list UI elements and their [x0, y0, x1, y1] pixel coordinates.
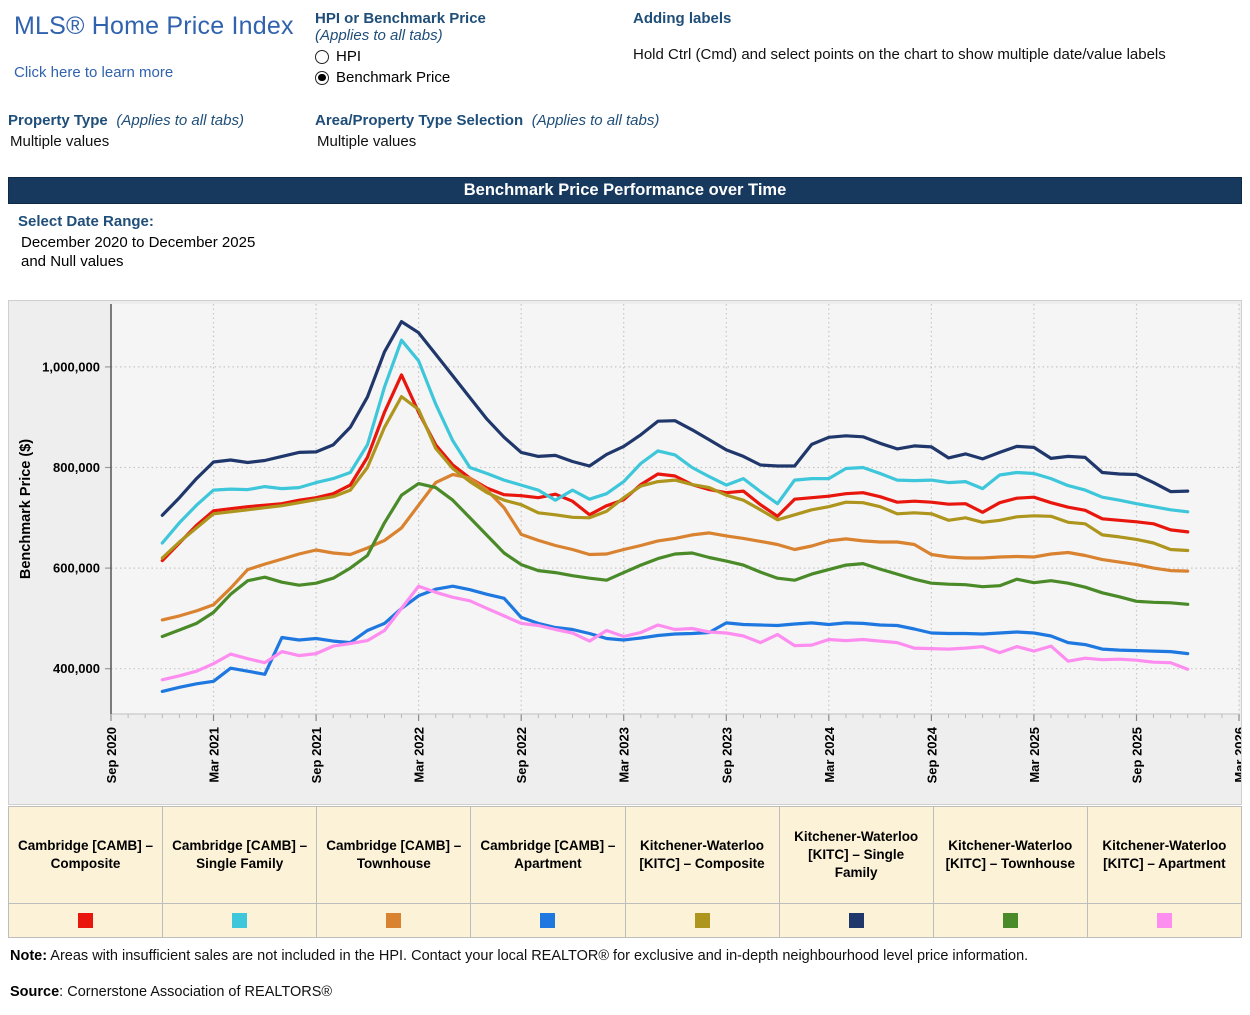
page-title: MLS® Home Price Index — [14, 12, 294, 40]
legend-item-camb-composite[interactable]: Cambridge [CAMB] – Composite — [9, 807, 164, 904]
radio-option-benchmark-price[interactable]: Benchmark Price — [315, 69, 486, 86]
svg-text:Mar 2023: Mar 2023 — [617, 727, 632, 783]
radio-option-hpi[interactable]: HPI — [315, 48, 486, 65]
legend-item-camb-apartment[interactable]: Cambridge [CAMB] – Apartment — [471, 807, 626, 904]
measure-selector-sublabel: (Applies to all tabs) — [315, 27, 443, 44]
learn-more-link[interactable]: Click here to learn more — [14, 64, 174, 81]
date-range-label: Select Date Range: — [18, 213, 154, 230]
legend-swatch-kitc-townhouse[interactable] — [1002, 913, 1018, 928]
price-chart-svg[interactable]: 400,000 600,000 800,000 1,000,000 Sep 2020 Ma… — [9, 301, 1241, 804]
svg-text:Sep 2022: Sep 2022 — [514, 727, 529, 783]
source-label: Source — [10, 984, 60, 1000]
svg-text:Sep 2023: Sep 2023 — [719, 727, 734, 783]
svg-text:Mar 2026: Mar 2026 — [1232, 727, 1241, 783]
section-banner: Benchmark Price Performance over Time — [8, 177, 1242, 204]
legend-swatch-camb-composite[interactable] — [78, 913, 94, 928]
svg-text:Sep 2021: Sep 2021 — [309, 727, 324, 783]
legend-swatch-camb-townhouse[interactable] — [386, 913, 402, 928]
note-text: Note: Areas with insufficient sales are … — [10, 948, 1029, 964]
adding-labels-section: Adding labels — [633, 10, 731, 27]
legend-swatch-kitc-apartment[interactable] — [1156, 913, 1172, 928]
area-property-type-value: Multiple values — [317, 133, 417, 150]
svg-text:600,000: 600,000 — [53, 561, 100, 576]
svg-text:Mar 2024: Mar 2024 — [822, 726, 837, 782]
radio-label-benchmark-price: Benchmark Price — [336, 69, 451, 86]
property-type-value: Multiple values — [10, 133, 110, 150]
legend-swatch-kitc-composite[interactable] — [694, 913, 710, 928]
legend-item-kitc-townhouse[interactable]: Kitchener-Waterloo [KITC] – Townhouse — [933, 807, 1088, 904]
svg-text:Sep 2020: Sep 2020 — [104, 727, 119, 783]
svg-text:400,000: 400,000 — [53, 661, 100, 676]
legend-item-kitc-single-family[interactable]: Kitchener-Waterloo [KITC] – Single Famil… — [779, 807, 934, 904]
area-property-type-filter: Area/Property Type Selection (Applies to… — [315, 112, 660, 150]
measure-selector-label: HPI or Benchmark Price — [315, 10, 486, 27]
svg-text:Mar 2022: Mar 2022 — [412, 727, 427, 783]
date-range-null-values: and Null values — [21, 253, 124, 270]
svg-text:Sep 2024: Sep 2024 — [924, 726, 939, 783]
radio-icon-hpi[interactable] — [315, 49, 329, 64]
svg-text:800,000: 800,000 — [53, 460, 100, 475]
source-text: Source: Cornerstone Association of REALT… — [10, 984, 333, 1000]
legend-swatch-camb-apartment[interactable] — [540, 913, 556, 928]
radio-label-hpi: HPI — [336, 48, 362, 65]
section-banner-title: Benchmark Price Performance over Time — [463, 181, 787, 199]
legend-item-camb-single-family[interactable]: Cambridge [CAMB] – Single Family — [163, 807, 318, 904]
legend-swatch-camb-single-family[interactable] — [232, 913, 248, 928]
legend-swatch-kitc-single-family[interactable] — [848, 913, 864, 928]
legend-item-kitc-apartment[interactable]: Kitchener-Waterloo [KITC] – Apartment — [1087, 807, 1242, 904]
note-label: Note: — [10, 948, 48, 964]
radio-icon-benchmark-price[interactable] — [315, 70, 329, 85]
svg-text:Sep 2025: Sep 2025 — [1130, 727, 1145, 783]
svg-text:Benchmark Price ($): Benchmark Price ($) — [18, 439, 34, 579]
property-type-filter: Property Type (Applies to all tabs) Mult… — [8, 112, 244, 150]
series-legend-table: Cambridge [CAMB] – Composite Cambridge [… — [8, 806, 1242, 938]
svg-text:Mar 2025: Mar 2025 — [1027, 727, 1042, 783]
benchmark-price-chart[interactable]: 400,000 600,000 800,000 1,000,000 Sep 2020 Ma… — [8, 300, 1242, 805]
legend-item-kitc-composite[interactable]: Kitchener-Waterloo [KITC] – Composite — [625, 807, 780, 904]
adding-labels-title: Adding labels — [633, 10, 732, 27]
date-range-value: December 2020 to December 2025 — [21, 234, 256, 251]
area-property-type-label: Area/Property Type Selection — [315, 112, 524, 129]
svg-text:Mar 2021: Mar 2021 — [207, 727, 222, 783]
adding-labels-instruction: Hold Ctrl (Cmd) and select points on the… — [633, 46, 1166, 63]
measure-selector: HPI or Benchmark Price (Applies to all t… — [315, 10, 486, 86]
legend-item-camb-townhouse[interactable]: Cambridge [CAMB] – Townhouse — [317, 807, 472, 904]
svg-text:1,000,000: 1,000,000 — [42, 359, 100, 374]
property-type-label: Property Type — [8, 112, 108, 129]
